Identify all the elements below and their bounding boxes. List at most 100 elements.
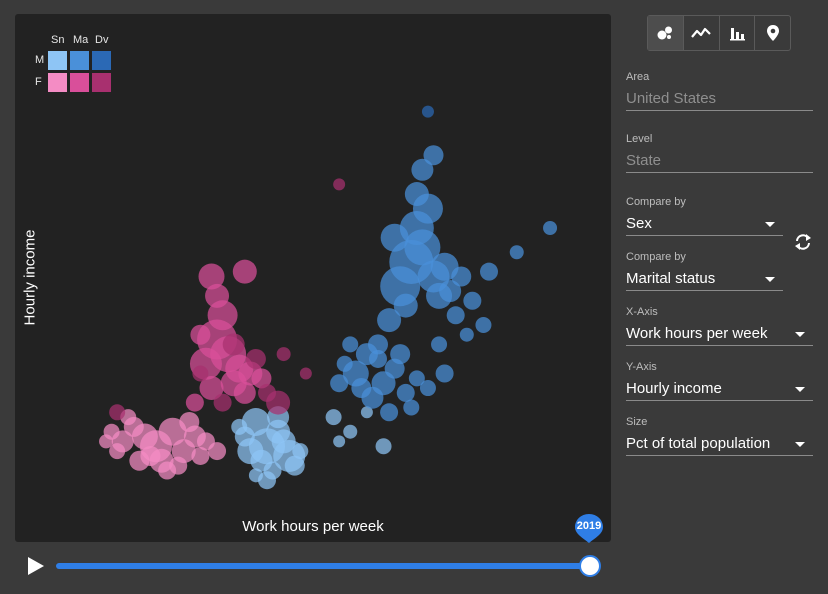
bubble-point[interactable] (245, 348, 266, 369)
bubble-point[interactable] (430, 252, 459, 281)
x-axis-field: X-Axis Work hours per week (626, 306, 813, 346)
legend-col-dv: Dv (95, 34, 109, 46)
bubble-point[interactable] (333, 435, 346, 448)
bubble-point[interactable] (435, 364, 454, 383)
size-select[interactable]: Pct of total population (626, 435, 813, 456)
chevron-down-icon (765, 277, 775, 282)
bubble-point[interactable] (233, 381, 256, 404)
bubble-point[interactable] (158, 417, 187, 446)
bubble-point[interactable] (284, 455, 305, 476)
bubble-point[interactable] (543, 221, 558, 235)
bubble-point[interactable] (459, 327, 474, 342)
bubble-point[interactable] (185, 393, 204, 412)
compare-by-select-1[interactable]: Sex (626, 215, 783, 236)
bubble-point[interactable] (463, 291, 482, 310)
bubble-point[interactable] (325, 409, 342, 426)
bubble-point[interactable] (421, 105, 434, 118)
bubble-point[interactable] (390, 344, 411, 365)
bubble-point[interactable] (404, 182, 429, 207)
bubble-point[interactable] (191, 446, 210, 465)
bubble-point[interactable] (109, 443, 126, 460)
bubble-point[interactable] (205, 283, 230, 308)
size-field: Size Pct of total population (626, 416, 813, 456)
legend-swatch-f-dv[interactable] (92, 73, 111, 92)
bubble-point[interactable] (292, 443, 309, 460)
bubble-point[interactable] (480, 262, 498, 281)
bubble-point[interactable] (237, 438, 264, 465)
swap-icon (795, 234, 811, 250)
bubble-point[interactable] (408, 370, 425, 387)
legend-swatch-m-sn[interactable] (48, 51, 67, 70)
play-button[interactable] (26, 556, 46, 576)
bubble-point[interactable] (403, 399, 420, 416)
timeline-slider-thumb[interactable] (579, 555, 601, 577)
bubble-point[interactable] (509, 245, 524, 260)
bubble-point[interactable] (208, 442, 227, 461)
view-toolbar (647, 15, 791, 51)
bubble-point[interactable] (336, 355, 353, 372)
bubble-point[interactable] (396, 383, 415, 402)
chevron-down-icon (795, 442, 805, 447)
area-field: Area United States (626, 71, 813, 111)
bubble-point[interactable] (369, 349, 387, 368)
bubble-point[interactable] (423, 145, 444, 166)
bubble-point[interactable] (271, 429, 296, 454)
bubble-point[interactable] (375, 438, 392, 455)
area-label: Area (626, 71, 650, 83)
bubble-point[interactable] (276, 347, 291, 362)
bubble-point[interactable] (231, 418, 248, 435)
bubble-point[interactable] (99, 434, 114, 449)
bubble-point[interactable] (431, 336, 448, 353)
bubble-point[interactable] (213, 393, 232, 412)
bubble-point[interactable] (129, 450, 150, 471)
swap-compare-button[interactable] (793, 232, 813, 252)
x-axis-select[interactable]: Work hours per week (626, 325, 813, 346)
bubble-point[interactable] (330, 374, 349, 393)
bubble-point[interactable] (158, 461, 177, 480)
bubble-point[interactable] (343, 424, 358, 439)
bubble-point[interactable] (333, 178, 346, 191)
bubble-point[interactable] (393, 293, 418, 318)
bubble-point[interactable] (439, 280, 462, 303)
bubble-point[interactable] (342, 336, 359, 353)
bubble-point[interactable] (251, 368, 272, 389)
bubble-point[interactable] (419, 380, 436, 397)
bubble-point[interactable] (377, 308, 402, 333)
bubble-point[interactable] (475, 317, 492, 333)
bubbles-icon (657, 26, 673, 40)
bubble-point[interactable] (446, 306, 465, 325)
bubble-point[interactable] (232, 259, 257, 284)
bubble-point[interactable] (360, 406, 373, 419)
bubble-point[interactable] (179, 412, 200, 432)
bubble-point[interactable] (109, 404, 126, 421)
bubble-point[interactable] (207, 300, 238, 331)
bubble-point[interactable] (380, 223, 409, 252)
scatter-view-button[interactable] (648, 16, 684, 50)
y-axis-field-label: Y-Axis (626, 361, 657, 373)
bar-view-button[interactable] (720, 16, 756, 50)
bubble-point[interactable] (351, 378, 372, 399)
map-view-button[interactable] (755, 16, 790, 50)
line-chart-icon (691, 27, 711, 38)
bubble-point[interactable] (222, 333, 245, 356)
bubble-point[interactable] (299, 367, 312, 380)
bubble-point[interactable] (198, 263, 225, 290)
legend-swatch-m-ma[interactable] (70, 51, 89, 70)
bubble-point[interactable] (199, 376, 224, 401)
bubble-point[interactable] (380, 403, 399, 422)
legend-swatch-m-dv[interactable] (92, 51, 111, 70)
bubble-point[interactable] (192, 365, 209, 382)
legend-swatch-f-ma[interactable] (70, 73, 89, 92)
bubble-point[interactable] (190, 324, 211, 345)
bubble-point[interactable] (248, 468, 263, 483)
size-field-label: Size (626, 416, 648, 428)
line-view-button[interactable] (684, 16, 720, 50)
bubble-point[interactable] (266, 390, 291, 415)
timeline-slider[interactable] (56, 563, 590, 569)
compare-by-select-2[interactable]: Marital status (626, 270, 783, 291)
y-axis-select[interactable]: Hourly income (626, 380, 813, 401)
bubble-point[interactable] (411, 158, 434, 181)
compare-by-sex-field: Compare by Sex (626, 196, 783, 236)
bubble-point[interactable] (451, 266, 472, 287)
legend-swatch-f-sn[interactable] (48, 73, 67, 92)
